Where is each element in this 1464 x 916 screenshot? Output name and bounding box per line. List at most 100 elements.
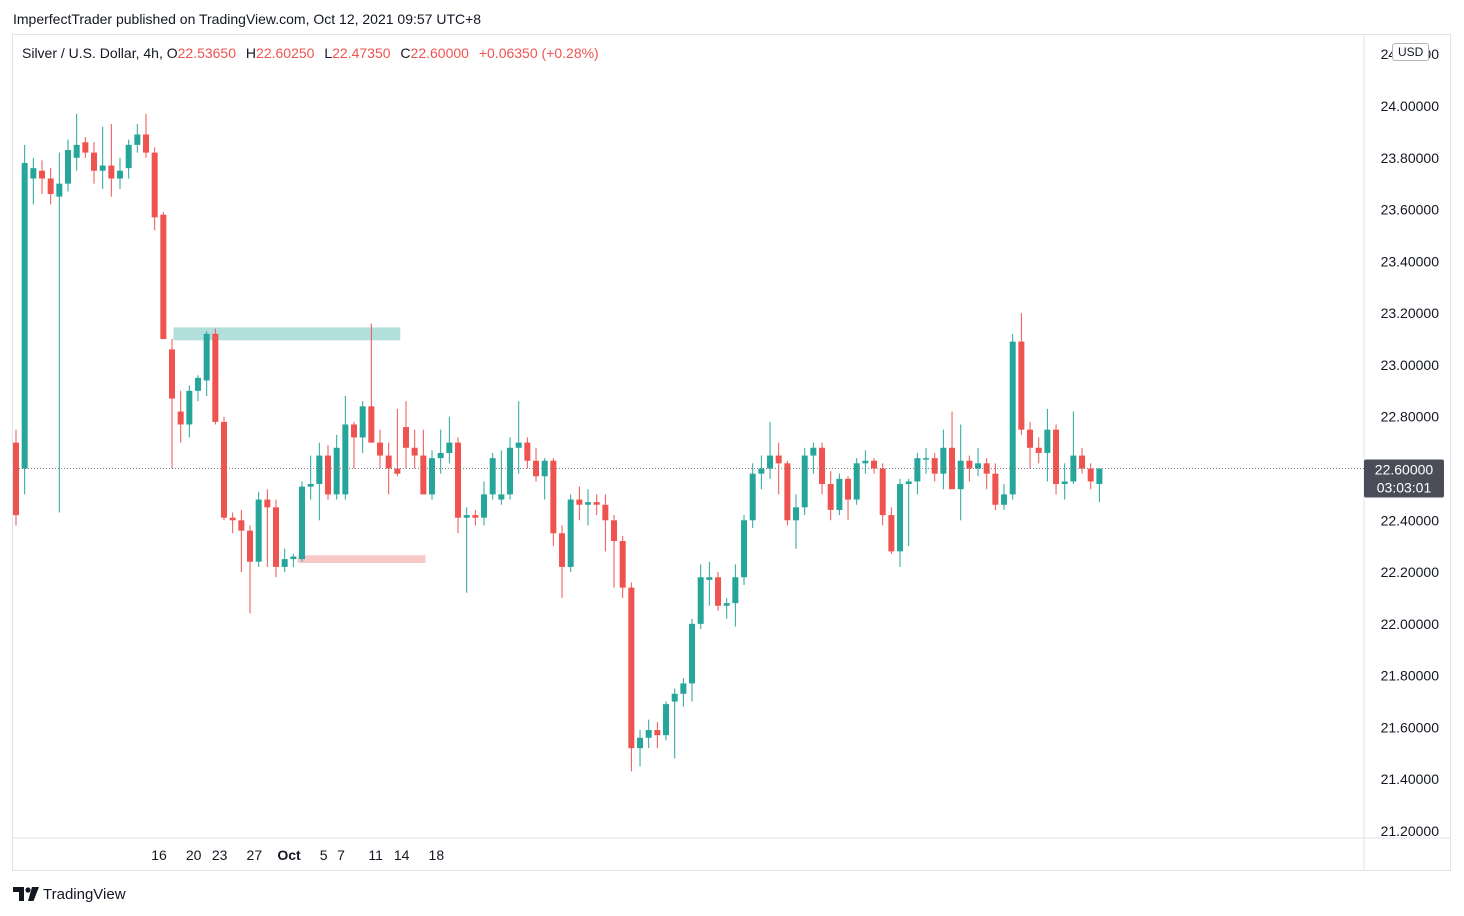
candle-body	[377, 442, 384, 456]
candle-body	[931, 458, 938, 474]
candle-body	[21, 162, 28, 469]
candle	[472, 509, 479, 526]
candle-body	[325, 455, 332, 495]
candle	[463, 507, 470, 593]
tradingview-brand-text: TradingView	[43, 885, 126, 903]
legend-low-value: 22.47350	[332, 45, 391, 61]
candle	[394, 408, 401, 477]
candle	[914, 452, 921, 495]
candle-body	[628, 587, 635, 749]
candle	[628, 582, 635, 772]
x-tick-label: 16	[151, 847, 167, 863]
candle	[411, 429, 418, 469]
candle	[82, 137, 89, 158]
candle	[429, 450, 436, 500]
candle-body	[1087, 468, 1094, 482]
candle-body	[645, 730, 652, 738]
candle	[1009, 333, 1016, 500]
candle-body	[1053, 429, 1060, 485]
candle-body	[697, 577, 704, 624]
candle	[1044, 408, 1051, 482]
candle	[741, 515, 748, 586]
y-tick-label: 21.60000	[1381, 719, 1440, 735]
candle	[108, 124, 115, 197]
y-tick-label: 21.80000	[1381, 668, 1440, 684]
candle	[957, 424, 964, 521]
legend-change: +0.06350 (+0.28%)	[478, 45, 599, 61]
x-tick-label: 20	[186, 847, 202, 863]
candle-body	[957, 460, 964, 490]
candle-body	[290, 556, 297, 560]
candle	[619, 535, 626, 598]
candle	[541, 458, 548, 500]
candle-body	[91, 152, 98, 171]
candle-body	[247, 530, 254, 562]
candle	[559, 525, 566, 598]
candle-body	[593, 502, 600, 505]
candle	[13, 429, 19, 526]
candle	[1087, 463, 1094, 490]
candle	[715, 572, 722, 611]
candle	[1079, 447, 1086, 474]
candle-body	[680, 683, 687, 694]
y-tick-label: 24.00000	[1381, 98, 1440, 114]
candle-body	[845, 478, 852, 500]
candle	[585, 489, 592, 526]
candle-body	[576, 499, 583, 505]
candle-body	[394, 468, 401, 474]
candle	[21, 144, 28, 495]
zones-layer	[173, 327, 426, 564]
candle	[819, 442, 826, 495]
candle	[125, 139, 132, 179]
candle-body	[533, 460, 540, 477]
candle	[697, 564, 704, 630]
candle-body	[169, 349, 176, 399]
candle	[281, 548, 288, 573]
candle-body	[524, 442, 531, 461]
candle	[73, 113, 80, 171]
legend-open-value: 22.53650	[177, 45, 237, 61]
candle-body	[940, 447, 947, 474]
candle	[732, 564, 739, 627]
last-price-layer: 22.60000 03:03:01	[13, 459, 1444, 498]
candle-body	[385, 455, 392, 469]
candle	[827, 471, 834, 521]
candle	[212, 328, 219, 425]
y-tick-label: 23.20000	[1381, 305, 1440, 321]
candle-body	[879, 468, 886, 516]
y-tick-label: 22.20000	[1381, 564, 1440, 580]
candle-body	[732, 577, 739, 604]
y-tick-label: 22.40000	[1381, 512, 1440, 528]
candle	[273, 499, 280, 578]
last-price-value: 22.60000	[1375, 462, 1434, 478]
candle	[290, 553, 297, 567]
candle	[784, 460, 791, 526]
tradingview-logo[interactable]: TradingView	[13, 884, 126, 904]
legend-low-label: L	[324, 45, 333, 61]
candle	[1053, 424, 1060, 495]
candle	[836, 473, 843, 516]
candle-body	[671, 693, 678, 702]
candle-body	[966, 460, 973, 469]
candle-body	[281, 559, 288, 567]
candle	[238, 509, 245, 573]
candle-body	[741, 520, 748, 578]
candle-body	[221, 421, 228, 518]
candle	[299, 481, 306, 562]
candle	[229, 512, 236, 534]
candle	[853, 458, 860, 505]
candle	[481, 481, 488, 526]
candle-body	[897, 484, 904, 552]
candle	[39, 160, 46, 195]
currency-badge[interactable]: USD	[1392, 43, 1430, 61]
candle-body	[446, 442, 453, 453]
candle-body	[775, 455, 782, 464]
y-tick-label: 22.00000	[1381, 616, 1440, 632]
candle	[1018, 313, 1025, 435]
candle-body	[108, 165, 115, 179]
candle-body	[238, 520, 245, 531]
candle	[966, 455, 973, 482]
candle	[723, 597, 730, 619]
candle-body	[801, 455, 808, 508]
